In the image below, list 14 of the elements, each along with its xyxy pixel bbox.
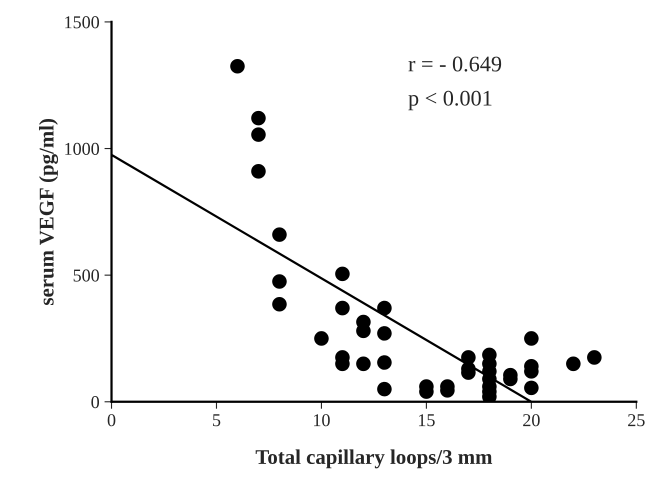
- annotation: p < 0.001: [408, 90, 492, 110]
- y-tick-label: 0: [91, 396, 100, 408]
- annotation: r = - 0.649: [408, 56, 502, 72]
- x-tick-label: 25: [628, 414, 645, 426]
- x-tick-label: 5: [213, 414, 220, 426]
- y-tick-label: 1000: [65, 142, 100, 155]
- x-tick-label: 20: [523, 414, 540, 426]
- x-tick-label: 0: [108, 414, 116, 426]
- y-tick-label: 1500: [65, 16, 100, 28]
- x-axis-title: Total capillary loops/3 mm: [256, 449, 492, 468]
- y-axis-title: serum VEGF (pg/ml): [38, 119, 58, 305]
- y-tick-label: 500: [74, 269, 100, 282]
- x-tick-label: 10: [314, 414, 330, 426]
- x-tick-label: 15: [418, 414, 435, 426]
